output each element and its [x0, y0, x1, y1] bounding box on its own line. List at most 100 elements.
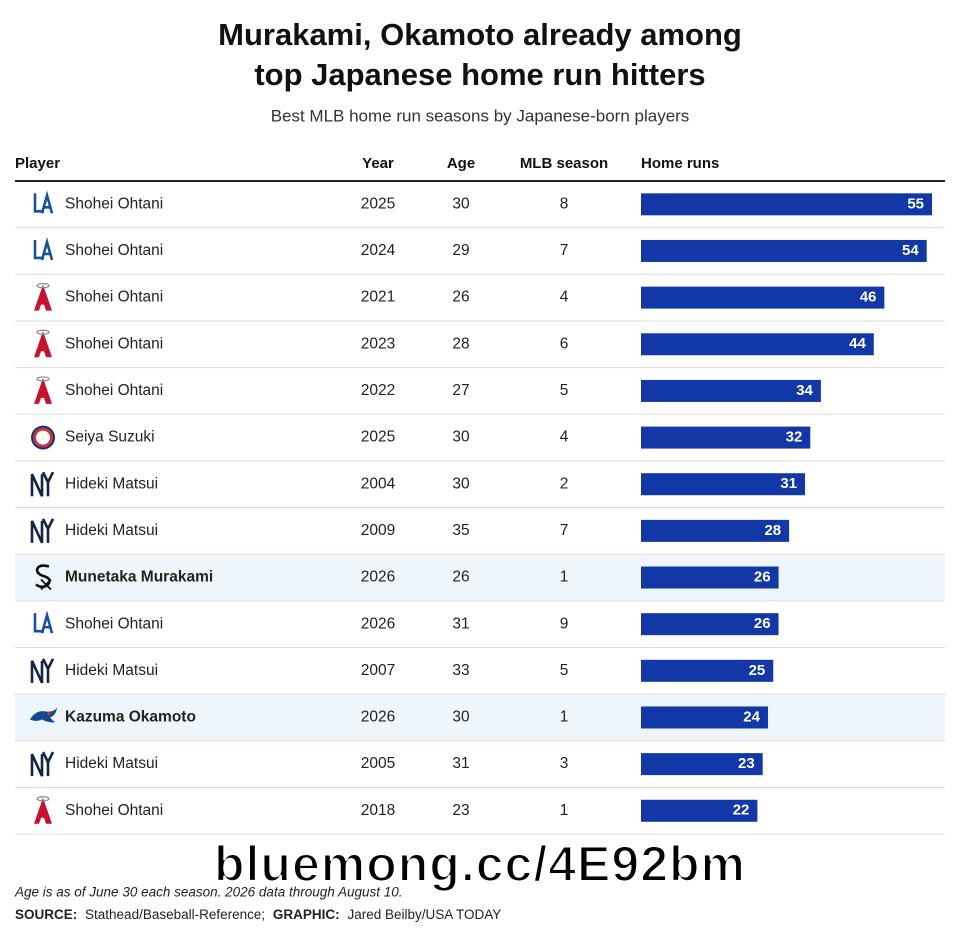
bar — [641, 753, 763, 776]
bar-label: 34 — [796, 382, 813, 399]
age: 35 — [452, 522, 469, 539]
mlb-season: 1 — [560, 569, 569, 586]
team-logo — [31, 425, 55, 450]
year: 2024 — [361, 242, 396, 259]
player-name: Hideki Matsui — [65, 475, 158, 492]
team-logo — [30, 751, 55, 777]
team-logo — [33, 190, 54, 214]
bar-label: 23 — [738, 755, 755, 772]
team-logo — [33, 610, 54, 634]
bar-label: 54 — [902, 242, 919, 259]
footnote: Age is as of June 30 each season. 2026 d… — [14, 885, 403, 900]
age: 33 — [452, 662, 469, 679]
mlb-season: 5 — [560, 382, 569, 399]
row-highlight — [15, 554, 945, 601]
mlb-season: 3 — [560, 755, 569, 772]
bar-label: 46 — [860, 289, 877, 306]
bar-label: 32 — [786, 429, 803, 446]
bar-label: 31 — [780, 475, 797, 492]
year: 2025 — [361, 429, 395, 446]
logo-shape — [33, 427, 53, 448]
player-name: Shohei Ohtani — [65, 615, 163, 632]
year: 2022 — [361, 382, 395, 399]
title-line: Murakami, Okamoto already among — [218, 17, 742, 52]
age: 23 — [452, 802, 469, 819]
mlb-season: 5 — [560, 662, 569, 679]
column-header: Player — [15, 155, 60, 172]
logo-dot — [47, 711, 51, 716]
player-name: Hideki Matsui — [65, 662, 158, 679]
team-logo — [34, 329, 52, 358]
age: 30 — [452, 429, 470, 446]
bar-label: 55 — [907, 195, 924, 212]
mlb-season: 2 — [560, 475, 569, 492]
logo-halo — [36, 283, 50, 289]
bar-label: 26 — [754, 568, 771, 585]
mlb-season: 9 — [560, 615, 569, 632]
logo-halo — [36, 329, 50, 335]
logo-shape — [30, 751, 55, 777]
graphic-text: Jared Beilby/USA TODAY — [347, 907, 501, 922]
bar — [641, 473, 806, 496]
player-name: Kazuma Okamoto — [65, 709, 196, 726]
player-name: Shohei Ohtani — [65, 382, 163, 399]
logo-shape — [34, 377, 52, 404]
mlb-season: 7 — [560, 242, 569, 259]
age: 31 — [452, 615, 469, 632]
bar-label: 28 — [764, 522, 781, 539]
source-label: SOURCE: — [15, 907, 77, 922]
team-logo — [30, 518, 55, 544]
year: 2025 — [361, 195, 395, 212]
team-logo — [34, 283, 52, 311]
subtitle: Best MLB home run seasons by Japanese-bo… — [271, 106, 690, 125]
bar-label: 24 — [743, 708, 760, 725]
mlb-season: 4 — [560, 429, 569, 446]
logo-halo — [36, 796, 50, 802]
mlb-season: 8 — [560, 195, 569, 212]
year: 2021 — [361, 289, 395, 306]
year: 2026 — [361, 569, 395, 586]
logo-halo — [36, 376, 50, 382]
graphic-label: GRAPHIC: — [273, 907, 340, 922]
logo-shape — [34, 797, 52, 824]
mlb-season: 6 — [560, 335, 569, 352]
source: SOURCE: Stathead/Baseball-Reference; GRA… — [15, 907, 501, 922]
logo-shape — [30, 707, 57, 723]
player-name: Shohei Ohtani — [65, 802, 163, 819]
bar-label: 22 — [733, 802, 750, 819]
column-header: Age — [447, 155, 475, 172]
team-logo — [30, 707, 57, 723]
watermark: bluemong.cc/4E92bm — [214, 836, 746, 892]
player-name: Shohei Ohtani — [65, 242, 163, 259]
team-logo — [35, 564, 52, 591]
player-name: Hideki Matsui — [65, 522, 158, 539]
age: 29 — [452, 242, 469, 259]
logo-shape — [40, 578, 52, 591]
team-logo — [34, 796, 52, 824]
age: 30 — [452, 195, 470, 212]
logo-shape — [30, 658, 55, 684]
logo-shape — [34, 284, 52, 311]
bar — [641, 659, 774, 682]
bar — [641, 193, 932, 216]
age: 27 — [452, 382, 469, 399]
team-logo — [30, 658, 55, 684]
bar-label: 44 — [849, 335, 866, 352]
title-line: top Japanese home run hitters — [254, 57, 705, 92]
year: 2007 — [361, 662, 395, 679]
logo-shape — [30, 518, 55, 544]
logo-shape — [33, 190, 54, 214]
age: 30 — [452, 475, 470, 492]
age: 26 — [452, 569, 469, 586]
player-name: Hideki Matsui — [65, 755, 158, 772]
year: 2023 — [361, 335, 395, 352]
bar — [641, 333, 874, 356]
player-name: Munetaka Murakami — [65, 569, 213, 586]
mlb-season: 1 — [560, 802, 569, 819]
age: 30 — [452, 709, 470, 726]
bar — [641, 239, 927, 262]
team-logo — [34, 376, 52, 404]
year: 2018 — [361, 802, 395, 819]
